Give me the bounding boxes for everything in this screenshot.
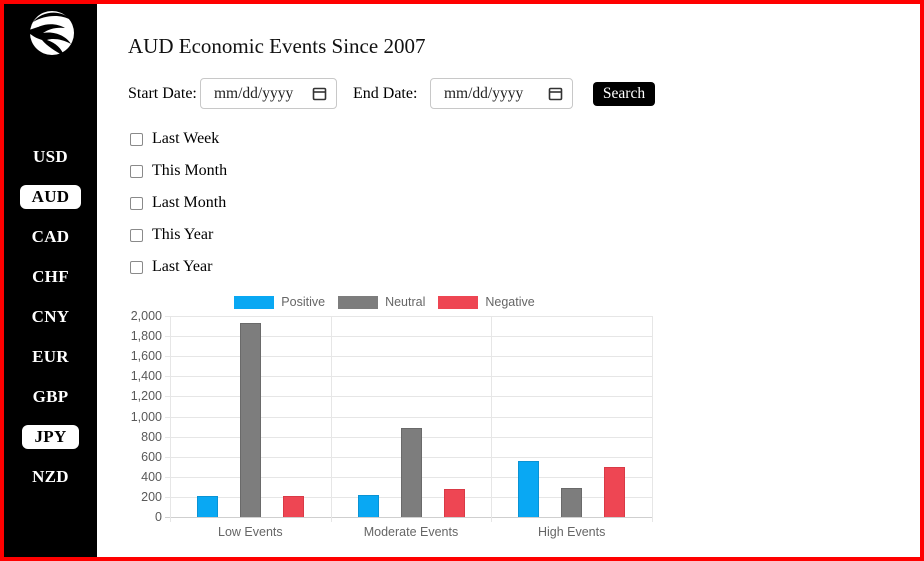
gridline-y-2,000 [165,316,652,317]
end-date-label: End Date: [353,85,418,102]
last-month-label: Last Month [152,194,227,211]
bar-positive-low-events [196,495,218,517]
sidebar-item-label: EUR [32,347,69,366]
sidebar-item-label: CAD [31,227,70,246]
sidebar-item-usd[interactable]: USD [4,137,97,177]
last-year-checkbox[interactable] [130,260,143,274]
end-date-input[interactable]: mm/dd/yyyy [430,78,573,109]
filter-row-last-week: Last Week [128,129,219,149]
sidebar-item-jpy[interactable]: JPY [4,417,97,457]
y-axis-label: 200 [141,489,162,504]
currency-nav: USD AUD CAD CHF CNY EUR GBP JPY NZD [4,137,97,497]
positive-swatch-icon [234,295,275,309]
filter-row-this-year: This Year [128,225,213,245]
x-axis-label-moderate-events: Moderate Events [363,525,459,539]
sidebar-item-label: JPY [22,425,79,449]
sidebar-item-label: CHF [32,267,69,286]
events-bar-chart: Positive Neutral Negative 0 200 400 600 800 1,0… [97,4,920,557]
this-month-checkbox[interactable] [130,164,143,178]
filter-row-last-year: Last Year [128,257,212,277]
date-filter-row: Start Date: mm/dd/yyyy End Date: mm/dd/y… [97,78,920,110]
last-month-checkbox[interactable] [130,196,143,210]
sidebar-item-label: AUD [19,185,82,209]
sidebar: USD AUD CAD CHF CNY EUR GBP JPY NZD [4,4,97,557]
sidebar-item-label: USD [33,147,68,166]
bar-neutral-high-events [561,487,583,517]
end-date-placeholder: mm/dd/yyyy [444,84,524,102]
gridline-y-1,600 [165,356,652,358]
start-date-label: Start Date: [128,85,197,102]
y-axis-label: 1,400 [130,369,162,384]
this-year-checkbox[interactable] [130,228,143,242]
negative-swatch-icon [438,295,479,309]
bar-negative-moderate-events [443,488,465,517]
y-axis-label: 1,800 [130,329,162,344]
eagle-logo-icon[interactable] [24,9,77,59]
gridline-x-3 [652,316,653,522]
y-axis-label: 1,000 [130,409,162,424]
gridline-y-1,400 [165,376,652,378]
legend-item-neutral[interactable]: Neutral [338,295,425,309]
sidebar-item-chf[interactable]: CHF [4,257,97,297]
gridline-x-2 [491,316,493,522]
sidebar-item-label: NZD [32,467,69,486]
filter-row-this-month: This Month [128,161,227,181]
filter-row-last-month: Last Month [128,193,226,213]
gridline-y-0 [165,517,652,518]
y-axis-label: 0 [155,510,162,524]
bar-positive-moderate-events [357,494,379,517]
chart-legend: Positive Neutral Negative [97,295,672,309]
gridline-y-1,800 [165,336,652,338]
start-date-input[interactable]: mm/dd/yyyy [200,78,337,109]
main-content: AUD Economic Events Since 2007 Start Dat… [97,4,920,557]
calendar-icon[interactable] [548,86,563,101]
search-button[interactable]: Search [593,82,655,106]
this-year-label: This Year [152,226,214,243]
last-year-label: Last Year [152,258,213,275]
bar-negative-low-events [282,495,304,517]
bar-neutral-low-events [239,323,261,517]
gridline-x-1 [330,316,332,522]
legend-item-positive[interactable]: Positive [234,295,325,309]
bar-positive-high-events [518,460,540,517]
legend-label: Positive [281,295,326,309]
sidebar-item-aud[interactable]: AUD [4,177,97,217]
y-axis-label: 2,000 [130,309,162,323]
this-month-label: This Month [152,162,228,179]
sidebar-item-gbp[interactable]: GBP [4,377,97,417]
calendar-icon[interactable] [312,86,327,101]
legend-item-negative[interactable]: Negative [438,295,535,309]
neutral-swatch-icon [338,295,379,309]
y-axis-label: 1,200 [130,389,162,404]
legend-label: Neutral [385,295,426,309]
gridline-y-1,000 [165,416,652,418]
x-axis-label-low-events: Low Events [218,525,283,539]
sidebar-item-nzd[interactable]: NZD [4,457,97,497]
page-title: AUD Economic Events Since 2007 [128,34,426,58]
eagle-logo-svg [26,11,74,56]
sidebar-item-cny[interactable]: CNY [4,297,97,337]
bar-negative-high-events [604,466,626,517]
y-axis-label: 600 [141,449,162,464]
start-date-placeholder: mm/dd/yyyy [214,84,294,102]
sidebar-item-label: GBP [32,387,69,406]
sidebar-item-label: CNY [31,307,70,326]
y-axis-label: 800 [141,429,162,444]
gridline-x-0 [170,316,171,522]
y-axis-label: 1,600 [130,349,162,364]
sidebar-item-eur[interactable]: EUR [4,337,97,377]
sidebar-item-cad[interactable]: CAD [4,217,97,257]
bar-neutral-moderate-events [400,427,422,517]
y-axis-label: 400 [141,469,162,484]
last-week-label: Last Week [152,130,220,147]
gridline-y-1,200 [165,396,652,398]
x-axis-label-high-events: High Events [537,525,606,539]
last-week-checkbox[interactable] [130,132,143,146]
legend-label: Negative [485,295,535,309]
